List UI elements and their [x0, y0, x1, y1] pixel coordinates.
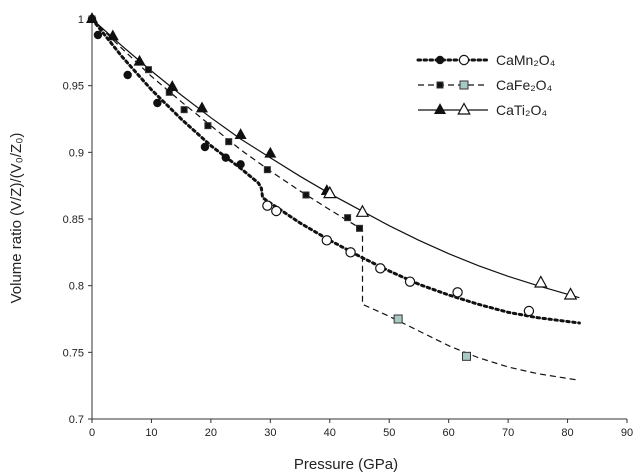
cafe2o4-point-high-phase	[462, 351, 471, 361]
x-tick-label: 30	[264, 427, 276, 439]
legend-marker-filled-cati2o4	[433, 103, 447, 115]
x-tick-label: 10	[145, 427, 157, 439]
camn2o4-point-high-phase	[452, 287, 463, 298]
cafe2o4-point	[180, 106, 188, 114]
x-tick-label: 40	[324, 427, 336, 439]
cati2o4-point	[106, 29, 119, 41]
x-tick-label: 70	[502, 427, 514, 439]
camn2o4-point	[123, 70, 132, 80]
cafe2o4-point	[263, 166, 271, 174]
cati2o4-point-high-phase	[355, 204, 370, 217]
y-tick-label: 0.7	[69, 414, 84, 426]
cati2o4-point	[166, 80, 179, 92]
x-tick-label: 0	[89, 427, 95, 439]
y-tick-label: 0.9	[69, 147, 84, 159]
camn2o4-point	[93, 30, 103, 40]
cafe2o4-point	[225, 138, 233, 146]
legend-marker-open-camn2o4	[458, 54, 470, 66]
cafe2o4-point	[204, 122, 212, 130]
legend-label-cafe2o4: CaFe₂O₄	[496, 77, 553, 93]
x-tick-label: 20	[205, 427, 217, 439]
cati2o4-point	[264, 146, 277, 158]
y-tick-label: 1	[78, 14, 84, 26]
x-tick-label: 80	[561, 427, 573, 439]
x-tick-label: 50	[383, 427, 395, 439]
y-tick-label: 0.95	[63, 81, 84, 93]
legend-marker-filled-camn2o4	[435, 55, 445, 65]
y-axis-title: Volume ratio (V/Z)/(V₀/Z₀)	[8, 133, 25, 304]
cafe2o4-point	[144, 66, 152, 74]
legend-label-camn2o4: CaMn₂O₄	[496, 52, 556, 68]
cati2o4-point-high-phase	[563, 287, 578, 300]
camn2o4-fit-line	[90, 17, 581, 325]
y-tick-label: 0.8	[69, 281, 84, 293]
camn2o4-point-high-phase	[321, 235, 333, 246]
camn2o4-point	[200, 142, 210, 152]
camn2o4-point-high-phase	[271, 205, 282, 217]
legend-label-cati2o4: CaTi₂O₄	[496, 102, 547, 118]
cati2o4-point	[133, 54, 146, 66]
camn2o4-point-high-phase	[523, 305, 535, 317]
cati2o4-point-high-phase	[534, 275, 548, 288]
cafe2o4-point	[344, 214, 352, 222]
cati2o4-point-high-phase	[323, 185, 337, 199]
camn2o4-point	[236, 160, 245, 169]
cafe2o4-point-high-phase	[393, 314, 403, 324]
y-tick-label: 0.75	[63, 347, 84, 359]
cati2o4-point	[85, 12, 99, 24]
camn2o4-point	[153, 98, 162, 108]
camn2o4-point	[221, 153, 230, 162]
legend-marker-filled-cafe2o4	[436, 81, 444, 89]
camn2o4-point-high-phase	[375, 263, 386, 274]
camn2o4-point-high-phase	[262, 200, 273, 211]
x-tick-label: 60	[443, 427, 455, 439]
camn2o4-point-high-phase	[404, 276, 416, 287]
cati2o4-point	[234, 128, 247, 140]
legend-marker-open-cafe2o4	[459, 80, 469, 90]
y-tick-label: 0.85	[63, 214, 84, 226]
cafe2o4-point	[356, 224, 363, 232]
cafe2o4-point	[302, 191, 310, 199]
x-axis-title: Pressure (GPa)	[294, 456, 398, 473]
plot-area: 0 10 20 30 40 50 60 70 80 90 0.7 0.75 0.8 0.85 0.9 0.95…	[63, 12, 633, 439]
camn2o4-point-high-phase	[345, 247, 356, 258]
legend-marker-open-cati2o4	[457, 102, 471, 115]
cati2o4-point	[195, 101, 208, 113]
x-tick-label: 90	[621, 427, 633, 439]
